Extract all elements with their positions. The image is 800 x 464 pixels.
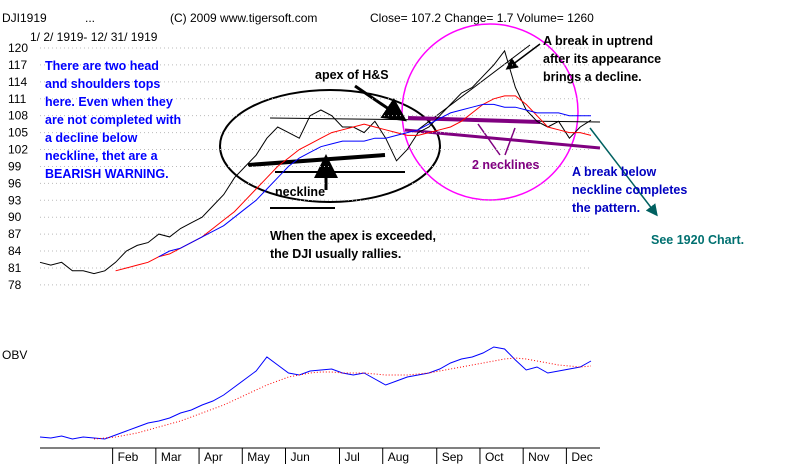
y-tick-label: 111 [8,92,27,106]
y-tick-label: 90 [8,210,22,224]
x-tick-label: May [247,450,270,464]
chart-subtitle: 1/ 2/ 1919- 12/ 31/ 1919 [30,30,158,44]
annotation: See 1920 Chart. [651,233,744,247]
y-tick-label: 108 [8,109,28,123]
annotation: brings a decline. [543,70,642,84]
y-tick-label: 105 [8,126,28,140]
x-tick-label: Jun [290,450,309,464]
drawing-overlay [40,23,658,449]
annotation: the DJI usually rallies. [270,247,401,261]
annotation: neckline completes [572,183,687,197]
series-line [39,49,592,275]
annotation: and shoulders tops [45,77,160,91]
annotation: 2 necklines [472,158,539,172]
annotation: When the apex is exceeded, [270,229,436,243]
annotation: A break below [572,165,657,179]
annotation: BEARISH WARNING. [45,167,169,181]
x-tick-label: Oct [485,450,504,464]
x-tick-label: Mar [161,450,182,464]
annotation: A break in uptrend [543,34,653,48]
y-tick-label: 99 [8,159,22,173]
annotation: apex of H&S [315,68,389,82]
y-tick-label: 84 [8,244,22,258]
annotation: a decline below [45,131,138,145]
y-tick-label: 120 [8,41,28,55]
y-tick-label: 78 [8,278,22,292]
annotation: are not completed with [45,113,181,127]
x-tick-label: Feb [118,450,139,464]
y-tick-label: 93 [8,193,22,207]
y-tick-label: 114 [8,75,27,89]
chart-title: DJI1919 [2,11,47,25]
x-tick-label: Dec [571,450,592,464]
series-line [158,103,591,258]
y-tick-label: 117 [8,58,27,72]
annotation: neckline, thet are a [45,149,159,163]
annotation: There are two head [45,59,159,73]
x-tick-label: Jul [345,450,360,464]
x-tick-label: Apr [204,450,223,464]
y-tick-label: 96 [8,176,22,190]
annotation: after its appearance [543,52,661,66]
x-tick-label: Aug [388,450,409,464]
y-tick-label: 81 [8,261,22,275]
annotation: the pattern. [572,201,640,215]
series-line [93,357,592,440]
x-tick-label: Sep [442,450,464,464]
header-text: (C) 2009 www.tigersoft.com [170,11,317,25]
panel-title: OBV [2,348,27,362]
y-tick-label: 102 [8,143,28,157]
header-text: Close= 107.2 Change= 1.7 Volume= 1260 [370,11,594,25]
header-text: ... [85,11,95,25]
y-tick-label: 87 [8,227,22,241]
annotation: neckline [275,185,325,199]
x-tick-label: Nov [528,450,549,464]
series-line [39,346,592,440]
annotation: here. Even when they [45,95,173,109]
